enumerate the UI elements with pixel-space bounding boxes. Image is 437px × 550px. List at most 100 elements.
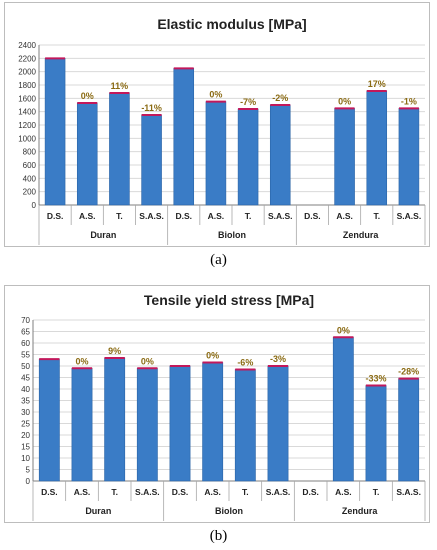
x-tick-label: T. <box>245 211 252 221</box>
bar <box>237 108 259 206</box>
data-label: 11% <box>111 81 129 91</box>
x-tick-label: D.S. <box>175 211 192 221</box>
x-tick-label: S.A.S. <box>266 487 291 497</box>
y-tick-label: 1200 <box>18 121 36 130</box>
y-tick-label: 600 <box>23 161 37 170</box>
x-tick-label: D.S. <box>304 211 321 221</box>
bar <box>136 368 158 482</box>
bar <box>109 92 130 206</box>
group-label: Duran <box>90 230 116 240</box>
bar <box>269 104 291 206</box>
x-tick-label: D.S. <box>172 487 189 497</box>
y-tick-label: 55 <box>21 351 30 360</box>
y-tick-label: 0 <box>26 477 31 486</box>
y-tick-label: 400 <box>23 174 37 183</box>
x-tick-label: A.S. <box>74 487 91 497</box>
data-label: 0% <box>206 351 219 361</box>
y-tick-label: 20 <box>21 431 30 440</box>
bar <box>332 336 354 482</box>
caption-a: (a) <box>210 252 227 268</box>
x-tick-label: S.A.S. <box>396 487 421 497</box>
y-tick-label: 2000 <box>18 68 36 77</box>
group-label: Biolon <box>215 506 243 516</box>
data-label: 9% <box>108 346 121 356</box>
x-tick-label: A.S. <box>336 211 353 221</box>
caption-b: (b) <box>209 528 228 544</box>
data-label: -6% <box>237 357 253 367</box>
bar <box>398 108 420 206</box>
data-label: 17% <box>368 79 386 89</box>
y-tick-label: 40 <box>21 385 30 394</box>
y-tick-label: 1800 <box>18 81 36 90</box>
elastic-modulus-chart: Elastic modulus [MPa] 0 200 400 600 800 1000 12… <box>18 16 426 245</box>
y-tick-label: 45 <box>21 374 30 383</box>
data-label: -1% <box>401 96 417 106</box>
x-tick-label: T. <box>111 487 118 497</box>
y-tick-label: 0 <box>32 201 37 210</box>
bar <box>398 378 420 482</box>
bar <box>234 369 256 482</box>
data-label: -3% <box>270 354 286 364</box>
bar <box>365 385 387 482</box>
y-tick-label: 1600 <box>18 94 36 103</box>
data-label: 0% <box>141 356 154 366</box>
x-tick-label: D.S. <box>41 487 58 497</box>
y-tick-label: 25 <box>21 420 30 429</box>
y-tick-label: 800 <box>23 148 37 157</box>
bar <box>104 357 126 482</box>
data-label: 0% <box>75 356 88 366</box>
bar <box>141 114 162 206</box>
elastic-modulus-panel: Elastic modulus [MPa] 0 200 400 600 800 1000 12… <box>4 2 430 247</box>
bar <box>334 108 355 206</box>
chart-title: Elastic modulus [MPa] <box>157 16 306 32</box>
bar <box>169 365 191 482</box>
data-label: -7% <box>240 97 256 107</box>
y-tick-label: 10 <box>21 454 30 463</box>
y-tick-label: 15 <box>21 443 30 452</box>
x-tick-label: D.S. <box>302 487 319 497</box>
data-label: -11% <box>141 103 162 113</box>
group-label: Zendura <box>343 230 379 240</box>
bar <box>205 101 227 206</box>
bar <box>38 358 60 482</box>
data-label: 0% <box>209 90 222 100</box>
bar <box>202 362 224 482</box>
x-tick-label: T. <box>373 211 380 221</box>
x-tick-label: A.S. <box>79 211 96 221</box>
x-tick-label: T. <box>373 487 380 497</box>
group-label: Duran <box>85 506 111 516</box>
x-tick-label: A.S. <box>335 487 352 497</box>
chart-title: Tensile yield stress [MPa] <box>144 292 314 308</box>
x-tick-label: A.S. <box>204 487 221 497</box>
data-label: 0% <box>338 96 351 106</box>
x-tick-label: S.A.S. <box>139 211 164 221</box>
y-tick-label: 200 <box>23 188 37 197</box>
x-tick-label: S.A.S. <box>268 211 293 221</box>
x-tick-label: T. <box>242 487 249 497</box>
group-label: Zendura <box>342 506 378 516</box>
data-label: -33% <box>365 374 386 384</box>
y-tick-label: 60 <box>21 339 30 348</box>
x-tick-label: A.S. <box>208 211 225 221</box>
bar <box>173 68 195 206</box>
x-tick-label: S.A.S. <box>135 487 160 497</box>
bar <box>267 365 289 482</box>
bar <box>76 102 98 206</box>
y-tick-label: 70 <box>21 316 30 325</box>
data-label: -28% <box>398 367 419 377</box>
tensile-yield-panel: Tensile yield stress [MPa] 0 5 10 15 20 25 30 35… <box>4 285 430 523</box>
x-tick-label: S.A.S. <box>397 211 422 221</box>
y-tick-label: 30 <box>21 408 30 417</box>
y-tick-label: 50 <box>21 362 30 371</box>
bar <box>44 58 66 206</box>
y-tick-label: 2200 <box>18 54 36 63</box>
tensile-yield-chart: Tensile yield stress [MPa] 0 5 10 15 20 25 30 35… <box>21 292 426 521</box>
x-tick-label: D.S. <box>47 211 64 221</box>
y-tick-label: 35 <box>21 397 30 406</box>
y-tick-label: 5 <box>26 466 31 475</box>
bar <box>366 90 388 206</box>
y-tick-label: 65 <box>21 328 30 337</box>
y-tick-label: 1400 <box>18 108 36 117</box>
bar <box>71 368 93 482</box>
y-tick-label: 2400 <box>18 41 36 50</box>
